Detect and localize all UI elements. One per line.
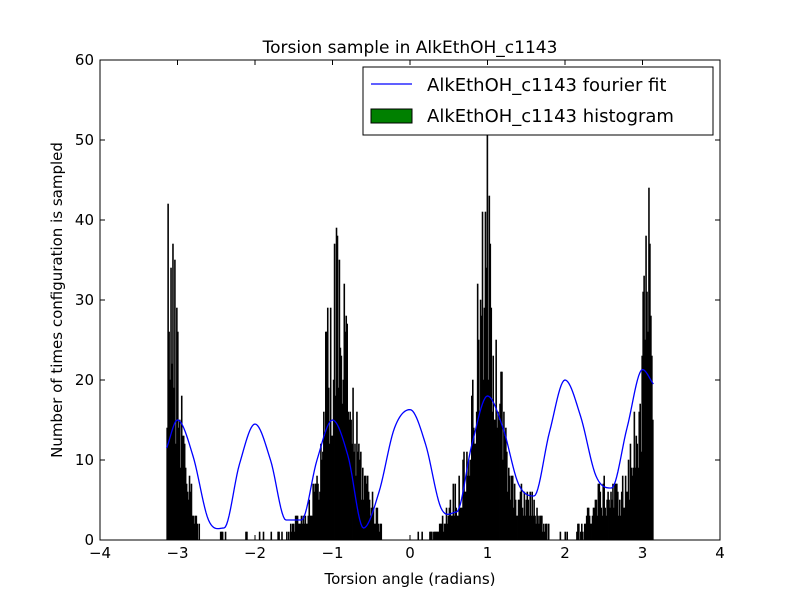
- x-tick-label: 4: [715, 544, 725, 562]
- histogram-bar: [278, 531, 280, 541]
- plot-area: [166, 131, 654, 541]
- y-tick-label: 10: [75, 451, 94, 469]
- x-axis-label: Torsion angle (radians): [323, 570, 495, 588]
- x-tick-label: −4: [89, 544, 111, 562]
- y-tick-label: 0: [84, 531, 94, 549]
- x-tick-label: 0: [405, 544, 415, 562]
- histogram-bar: [559, 531, 562, 541]
- histogram-bar: [581, 531, 584, 541]
- histogram-bar: [286, 531, 288, 541]
- histogram-bar: [258, 531, 261, 541]
- histogram-series: [166, 131, 654, 541]
- fourier-fit-line: [166, 368, 654, 530]
- x-tick-label: 2: [560, 544, 570, 562]
- histogram-bar: [262, 531, 265, 541]
- x-tick-label: −3: [166, 544, 188, 562]
- histogram-bar: [224, 531, 227, 541]
- histogram-bar: [566, 531, 568, 541]
- histogram-bar: [198, 523, 201, 541]
- legend: AlkEthOH_c1143 fourier fit AlkEthOH_c114…: [362, 66, 714, 136]
- y-tick-label: 60: [75, 51, 94, 69]
- y-tick-label: 50: [75, 131, 94, 149]
- y-axis-label: Number of times configuration is sampled: [48, 142, 66, 458]
- legend-box: [362, 66, 714, 136]
- histogram-bar: [270, 531, 273, 541]
- histogram-bar: [578, 523, 580, 541]
- histogram-bar: [417, 531, 420, 541]
- legend-label-histogram: AlkEthOH_c1143 histogram: [427, 106, 674, 127]
- histogram-bar: [196, 523, 199, 541]
- histogram-bar: [221, 531, 224, 541]
- x-tick-label: −2: [244, 544, 266, 562]
- legend-label-fourier-fit: AlkEthOH_c1143 fourier fit: [427, 75, 666, 96]
- histogram-bar: [431, 531, 433, 541]
- y-tick-label: 20: [75, 371, 94, 389]
- x-tick-label: 1: [483, 544, 493, 562]
- histogram-bar: [380, 523, 383, 541]
- histogram-bar: [421, 531, 423, 541]
- legend-histogram-swatch: [370, 108, 413, 124]
- histogram-bar: [545, 523, 548, 541]
- histogram-bar: [652, 419, 654, 541]
- y-tick-label: 30: [75, 291, 94, 309]
- histogram-bar: [246, 531, 248, 541]
- chart-title: Torsion sample in AlkEthOH_c1143: [262, 38, 558, 58]
- x-tick-label: −1: [321, 544, 343, 562]
- histogram-bar: [288, 531, 290, 541]
- x-tick-label: 3: [638, 544, 648, 562]
- y-tick-label: 40: [75, 211, 94, 229]
- histogram-bar: [547, 523, 550, 541]
- histogram-bar: [281, 531, 283, 541]
